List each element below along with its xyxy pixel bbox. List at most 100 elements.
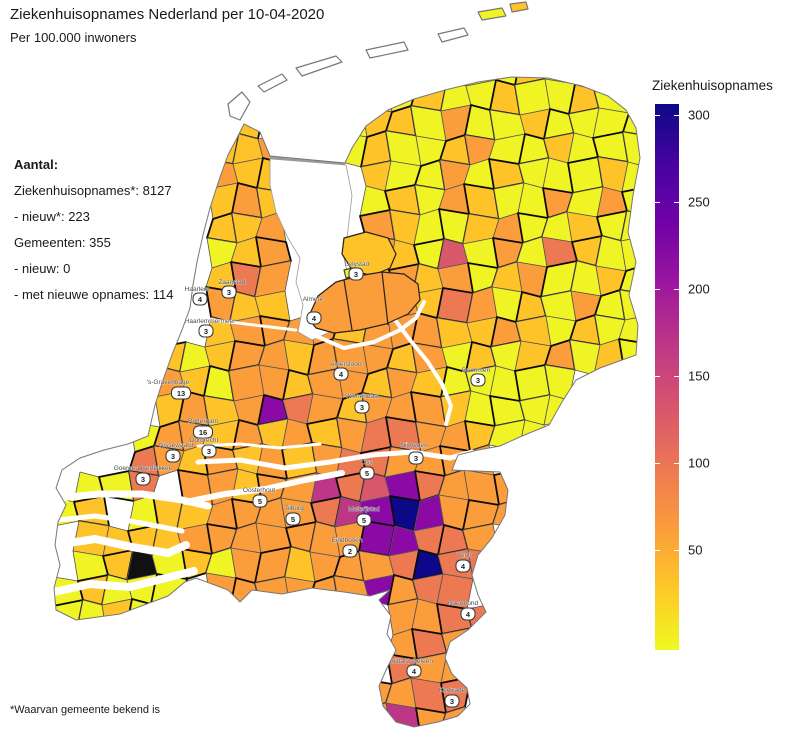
new-admissions-badge-value: 5 [291,515,295,524]
municipality-cell [101,598,133,636]
legend-tick-label: 150 [688,368,710,384]
new-admissions-badge [165,449,181,463]
municipality-label: Oss [361,459,373,466]
new-admissions-badge [193,425,213,439]
municipality-cell [361,81,393,113]
river-water [183,470,345,505]
new-admissions-badge [354,400,370,414]
municipality-cell [337,82,369,114]
new-admissions-badge-value: 5 [258,497,262,506]
river-water [314,300,426,350]
region-texel [227,91,251,121]
legend-tick-mark [655,463,660,464]
municipality-cell [514,364,551,402]
legend-tick-mark [674,202,679,203]
municipality-label: Roermond [448,600,479,607]
stats-block: Aantal: Ziekenhuisopnames*: 8127 - nieuw… [14,152,173,308]
river-water [55,513,185,534]
new-admissions-badge-value: 4 [461,562,466,571]
new-admissions-badge-value: 3 [171,452,175,461]
legend-tick-label: 250 [688,194,710,210]
river-water [196,442,322,450]
legend-tick-mark [655,376,660,377]
river-water [194,316,298,332]
region-border [343,279,353,331]
new-admissions-badge-value: 4 [466,610,471,619]
new-admissions-badge [198,324,214,338]
river-water [52,535,190,557]
municipality-label: Goeree-Overflakkee [114,465,173,472]
coastline-outline [53,76,641,728]
new-admissions-badge-value: 3 [141,475,145,484]
river-water [390,314,453,426]
municipality-label: Meierijstad [348,506,380,513]
municipality-label: Almere [303,296,324,303]
legend-tick-label: 100 [688,455,710,471]
new-admissions-badge-value: 4 [339,370,344,379]
municipality-cell [415,707,447,727]
legend-tick-mark [674,376,679,377]
municipality-label: Tilburg [284,505,304,512]
new-admissions-badge [406,664,422,678]
new-admissions-badge-value: 4 [412,667,417,676]
new-admissions-badge [356,513,372,527]
new-admissions-badge [252,494,268,508]
municipality-cell [464,420,496,452]
region-border [381,271,389,326]
new-admissions-badge [171,386,191,400]
new-admissions-badge [444,694,460,708]
new-admissions-badge-value: 5 [362,516,366,525]
stats-line-admissions: Ziekenhuisopnames*: 8127 [14,183,172,198]
municipality-label: Venlo [457,552,474,559]
municipality-label: Nijmegen [400,442,428,449]
new-admissions-badge-value: 16 [199,428,207,437]
municipality-cell [336,106,368,138]
new-admissions-badge [359,466,375,480]
municipality-label: Dordrecht [190,437,219,444]
municipality-label: Brummen [462,367,491,374]
municipality-label: Veenendaal [345,393,380,400]
municipality-label: 's-Gravenhage [147,379,190,386]
new-admissions-badge [306,311,322,325]
municipality-label: Rotterdam [188,418,218,425]
legend-tick-label: 200 [688,281,710,297]
legend-tick-mark [655,115,660,116]
stats-line-new-municipalities: - nieuw: 0 [14,261,71,276]
stats-line-new-admissions: - nieuw*: 223 [14,209,90,224]
municipality-cell [436,287,474,324]
municipality-cell [228,364,265,402]
new-admissions-badge-value: 3 [227,288,231,297]
municipality-cell [514,78,551,116]
legend-tick-mark [674,550,679,551]
new-admissions-badge [333,367,349,381]
municipality-cell [622,131,640,168]
municipality-cell [620,234,640,272]
afsluitdijk [269,156,346,166]
legend-tick-label: 300 [688,107,710,123]
river-water [54,490,212,510]
municipality-label: Nissewaard [159,442,193,449]
river-water [195,449,475,471]
new-admissions-badge [342,544,358,558]
new-admissions-badge [221,285,237,299]
new-admissions-badge-value: 3 [360,403,364,412]
stats-line-municipalities-with-new: - met nieuwe opnames: 114 [14,287,174,302]
new-admissions-badge-value: 4 [312,314,317,323]
river-water [50,567,198,596]
new-admissions-badge [408,451,424,465]
municipality-cell [125,598,157,635]
municipality-label: Oosterhout [243,487,275,494]
new-admissions-badge-value: 3 [414,454,418,463]
legend-tick-mark [655,550,660,551]
region-island-ne-2 [509,1,529,13]
legend-tick-mark [674,289,679,290]
region-terschelling [295,55,343,77]
new-admissions-badge-value: 3 [450,697,454,706]
new-admissions-badge-value: 4 [198,295,203,304]
legend-colorbar [655,104,679,650]
new-admissions-badge [285,512,301,526]
municipality-label: Kerkrade [439,687,466,694]
municipality-label: Sittard-Geleen [391,658,433,665]
municipality-cell [623,82,640,114]
